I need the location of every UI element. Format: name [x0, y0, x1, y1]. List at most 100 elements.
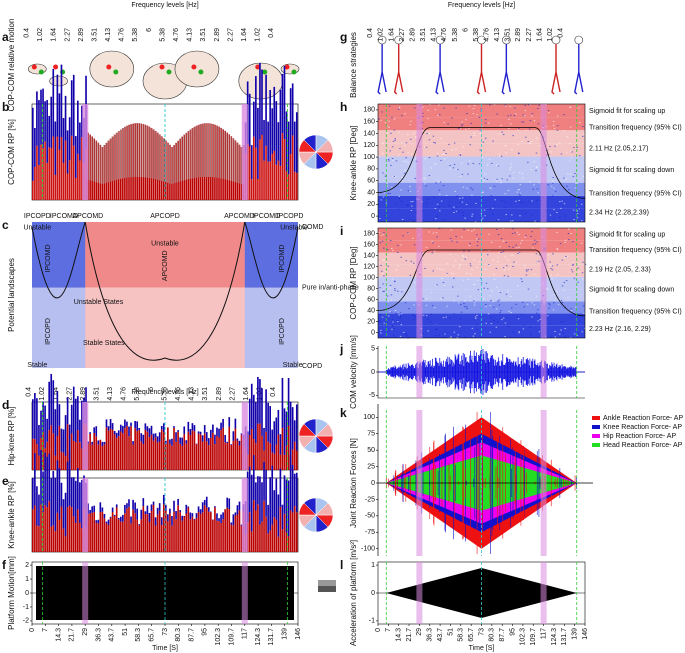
noise	[505, 293, 508, 295]
noise	[531, 302, 533, 304]
noise	[412, 314, 414, 316]
bar	[279, 165, 282, 200]
bar	[220, 127, 222, 179]
bar	[144, 429, 147, 470]
bar	[189, 129, 191, 179]
noise	[578, 320, 581, 322]
noise	[383, 232, 385, 234]
noise	[576, 250, 579, 252]
noise	[516, 231, 518, 233]
bar	[193, 431, 196, 470]
bar	[140, 123, 142, 178]
bar	[218, 126, 220, 179]
noise	[394, 203, 397, 205]
noise	[452, 273, 455, 275]
bar	[283, 454, 286, 470]
bar	[42, 471, 44, 513]
bar	[40, 450, 42, 505]
bar	[99, 502, 102, 513]
marker	[166, 69, 172, 75]
noise	[393, 176, 396, 178]
noise	[517, 129, 519, 131]
noise	[388, 120, 390, 122]
noise	[483, 287, 485, 289]
noise	[550, 274, 552, 276]
noise	[547, 110, 550, 112]
noise	[474, 299, 476, 301]
bar	[263, 119, 265, 161]
noise	[395, 269, 398, 271]
noise	[476, 238, 478, 240]
noise	[431, 241, 433, 243]
noise	[472, 335, 475, 337]
noise	[394, 176, 397, 178]
noise	[401, 180, 404, 182]
noise	[553, 127, 556, 129]
y-tick-label: 100	[363, 274, 375, 281]
y-tick-label: 140	[363, 252, 375, 259]
noise	[421, 122, 424, 124]
noise	[422, 298, 425, 300]
noise	[509, 168, 511, 170]
noise	[387, 125, 389, 127]
bar	[136, 123, 138, 177]
noise	[522, 121, 525, 123]
noise	[548, 303, 550, 305]
freq-axis-label: Frequency levels [Hz]	[448, 2, 515, 9]
bar	[111, 429, 114, 470]
noise	[510, 123, 512, 125]
noise	[518, 234, 520, 236]
bar	[179, 443, 181, 470]
bar	[234, 512, 237, 516]
zone	[244, 287, 298, 368]
bar	[77, 468, 79, 510]
noise	[413, 219, 415, 221]
bar	[103, 518, 106, 552]
bar	[136, 421, 138, 432]
noise	[442, 218, 445, 220]
noise	[581, 272, 584, 274]
y-tick-label: 2	[25, 562, 29, 569]
noise	[428, 139, 431, 141]
bar	[50, 96, 53, 148]
bar	[169, 508, 171, 514]
bar	[250, 145, 253, 180]
noise	[401, 218, 404, 220]
noise	[455, 210, 458, 212]
noise	[512, 265, 514, 267]
noise	[379, 287, 381, 289]
noise	[399, 147, 401, 149]
bar	[44, 101, 46, 142]
noise	[451, 208, 454, 210]
bar	[74, 398, 77, 443]
bar	[144, 513, 147, 552]
bar	[74, 442, 77, 470]
y-tick-label: 5	[371, 345, 375, 352]
noise	[453, 211, 455, 213]
noise	[562, 332, 565, 334]
noise	[491, 290, 493, 292]
noise	[460, 153, 462, 155]
bar	[203, 433, 206, 470]
bar	[175, 142, 177, 183]
noise	[464, 337, 466, 339]
noise	[471, 269, 473, 271]
noise	[466, 308, 469, 310]
bar	[195, 125, 197, 178]
transition-band	[241, 562, 248, 624]
noise	[407, 190, 410, 192]
noise	[381, 272, 384, 274]
noise	[379, 217, 381, 219]
annotation: 2.11 Hz (2.05,2.17)	[589, 146, 648, 153]
time-tick-label: 14.3	[396, 628, 403, 642]
noise	[548, 112, 550, 114]
marker	[113, 69, 119, 75]
noise	[436, 284, 438, 286]
noise	[387, 193, 390, 195]
noise	[516, 316, 519, 318]
noise	[386, 156, 388, 158]
freq-tick-label: 1.02	[255, 28, 262, 42]
noise	[392, 175, 394, 177]
bar	[146, 426, 149, 432]
noise	[507, 290, 509, 292]
